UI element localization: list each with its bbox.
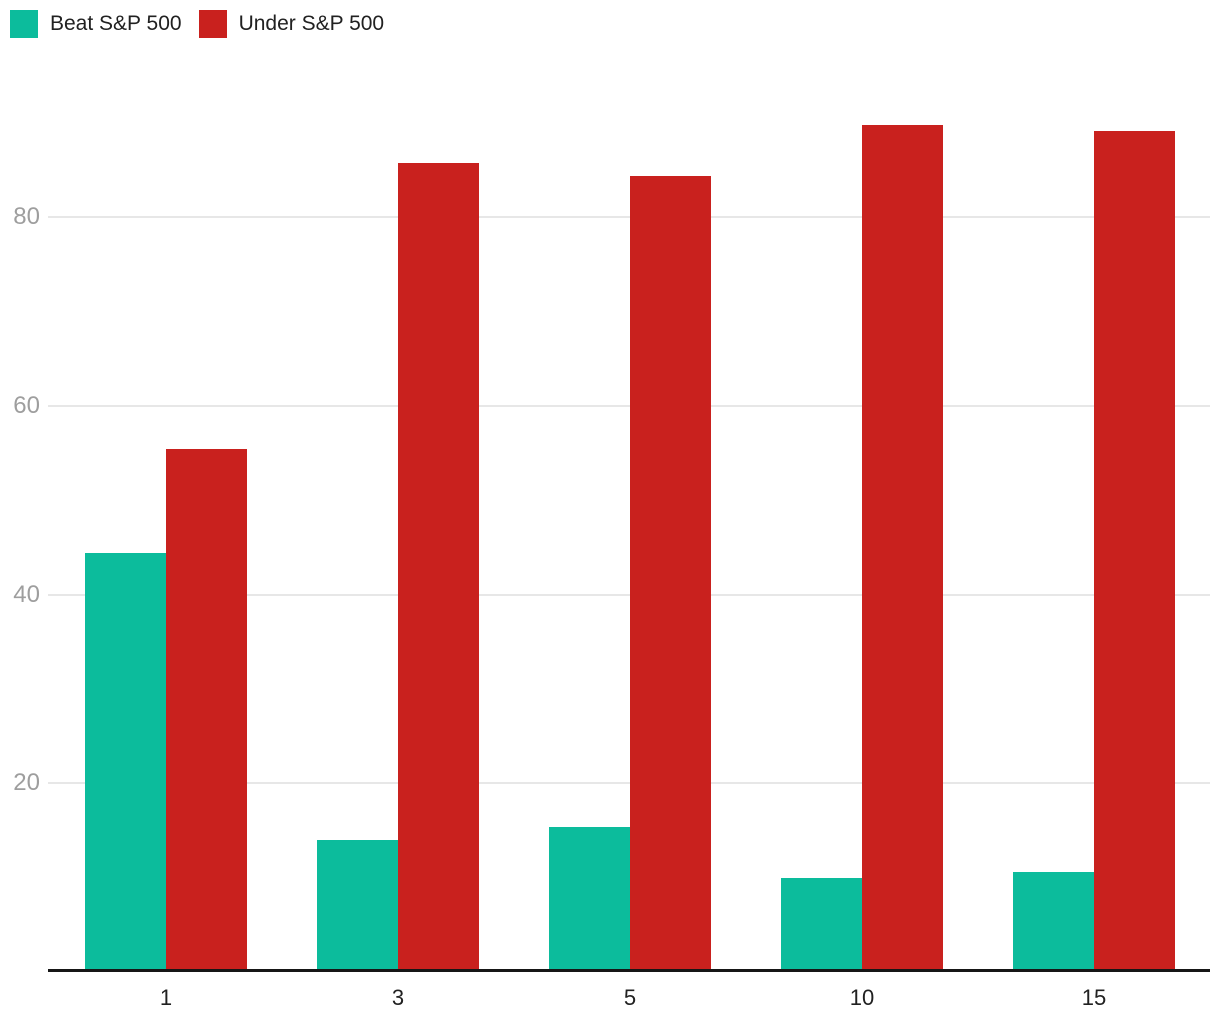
legend-swatch-beat-icon bbox=[10, 10, 38, 38]
bar-beat-5yr bbox=[549, 826, 630, 972]
bar-under-15yr bbox=[1094, 130, 1175, 972]
legend-item-beat: Beat S&P 500 bbox=[10, 10, 182, 38]
bar-beat-10yr bbox=[781, 877, 862, 972]
legend-swatch-under-icon bbox=[198, 10, 227, 38]
x-tick-label-1: 1 bbox=[159, 985, 173, 1010]
y-tick-label-40: 40 bbox=[13, 580, 40, 608]
x-tick-label-15: 15 bbox=[1081, 985, 1107, 1010]
bar-beat-1yr bbox=[85, 553, 166, 972]
bar-under-1yr bbox=[166, 449, 247, 972]
gridline-40 bbox=[48, 593, 1210, 596]
gridline-80 bbox=[48, 216, 1210, 219]
bar-beat-3yr bbox=[317, 839, 398, 972]
x-tick-label-10: 10 bbox=[849, 985, 875, 1010]
bar-under-10yr bbox=[862, 124, 943, 972]
x-axis-line bbox=[48, 969, 1210, 972]
y-tick-label-80: 80 bbox=[13, 203, 40, 231]
bar-under-5yr bbox=[630, 175, 711, 972]
gridline-20 bbox=[48, 782, 1210, 785]
y-tick-label-20: 20 bbox=[13, 769, 40, 797]
y-tick-label-60: 60 bbox=[13, 392, 40, 419]
legend-label-under: Under S&P 500 bbox=[238, 12, 385, 35]
x-tick-label-5: 5 bbox=[623, 985, 637, 1010]
gridline-60 bbox=[48, 405, 1210, 407]
chart-legend: Beat S&P 500 Under S&P 500 bbox=[10, 10, 384, 38]
bar-under-3yr bbox=[398, 162, 479, 972]
legend-label-beat: Beat S&P 500 bbox=[50, 12, 182, 35]
x-tick-label-3: 3 bbox=[391, 985, 405, 1010]
legend-item-under: Under S&P 500 bbox=[198, 10, 385, 38]
bar-beat-15yr bbox=[1013, 872, 1094, 972]
